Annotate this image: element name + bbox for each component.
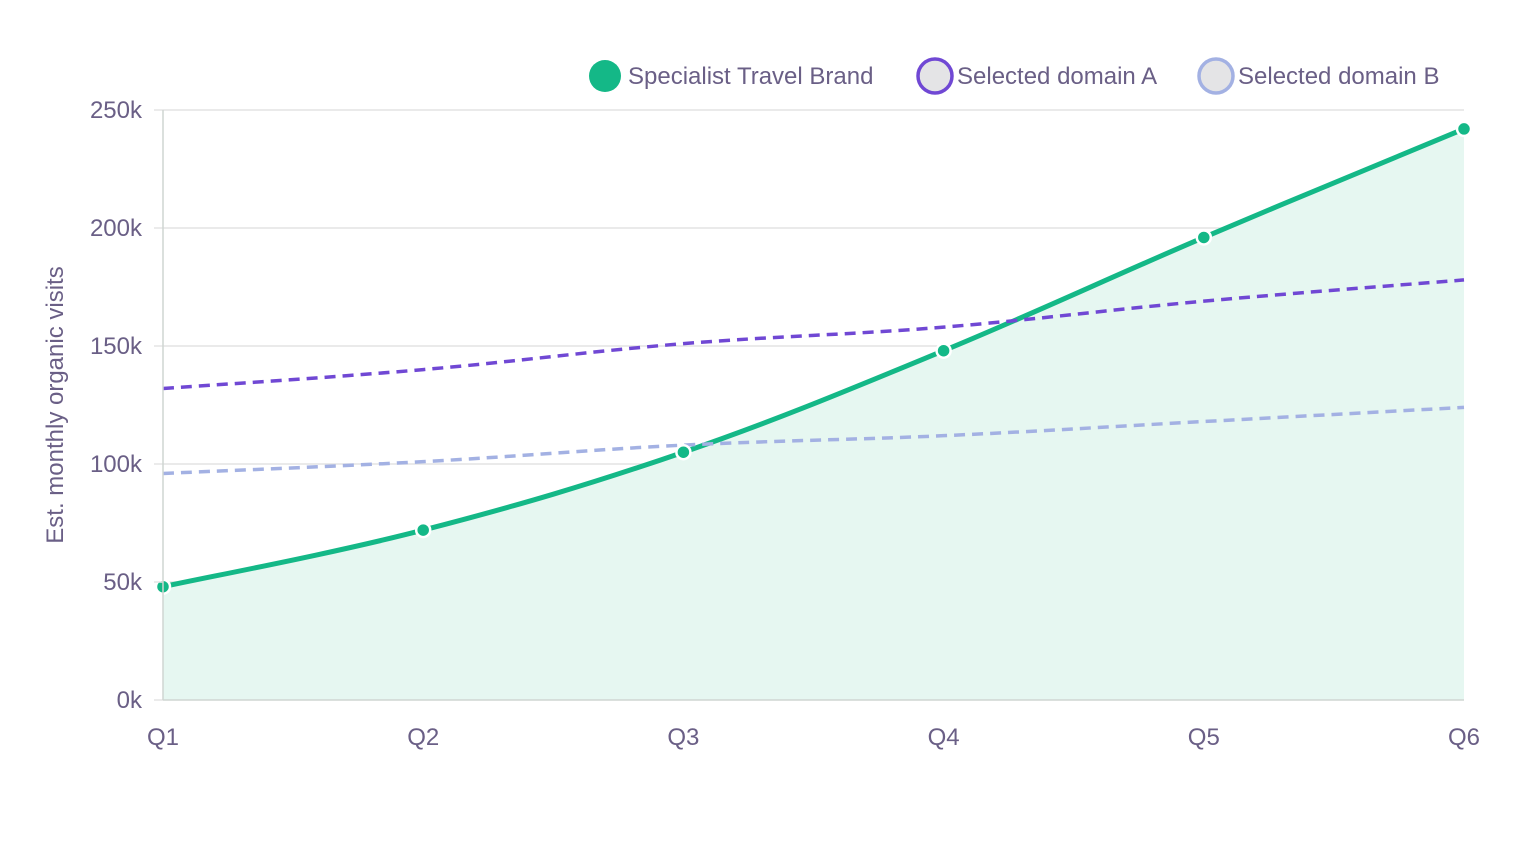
legend-swatch: [589, 60, 621, 92]
x-tick-label: Q6: [1448, 724, 1480, 751]
legend-label: Selected domain B: [1238, 63, 1439, 90]
legend-label: Specialist Travel Brand: [628, 63, 873, 90]
x-tick-label: Q1: [147, 724, 179, 751]
series-line: [162, 278, 1465, 391]
x-tick-label: Q4: [928, 724, 960, 751]
y-tick-label: 150k: [90, 333, 143, 360]
axis-layer: 0k 50k 100k 150k 200k 250k Q1 Q2 Q3 Q4 Q5 Q6: [90, 97, 1480, 751]
series-line: [162, 405, 1465, 476]
y-tick-label: 100k: [90, 451, 143, 478]
data-point: [414, 521, 432, 539]
y-tick-label: 0k: [117, 687, 143, 714]
data-point: [935, 342, 952, 359]
series-line: [160, 126, 1467, 590]
series-area: [163, 128, 1464, 700]
y-tick-label: 200k: [90, 215, 143, 242]
area-layer: [163, 128, 1464, 700]
data-point: [1195, 229, 1213, 246]
legend-label: Selected domain A: [957, 63, 1157, 90]
line-layer: [160, 126, 1467, 590]
legend-swatch: [1197, 57, 1235, 95]
x-tick-label: Q3: [667, 724, 699, 751]
data-point: [1455, 120, 1473, 138]
y-axis-title: Est. monthly organic visits: [42, 266, 69, 543]
y-tick-label: 50k: [103, 569, 143, 596]
legend: Specialist Travel Brand Selected domain A…: [589, 57, 1439, 95]
legend-swatch: [916, 57, 954, 95]
y-tick-label: 250k: [90, 97, 143, 124]
x-tick-label: Q5: [1188, 724, 1220, 751]
data-point: [675, 443, 692, 461]
x-tick-label: Q2: [407, 724, 439, 751]
